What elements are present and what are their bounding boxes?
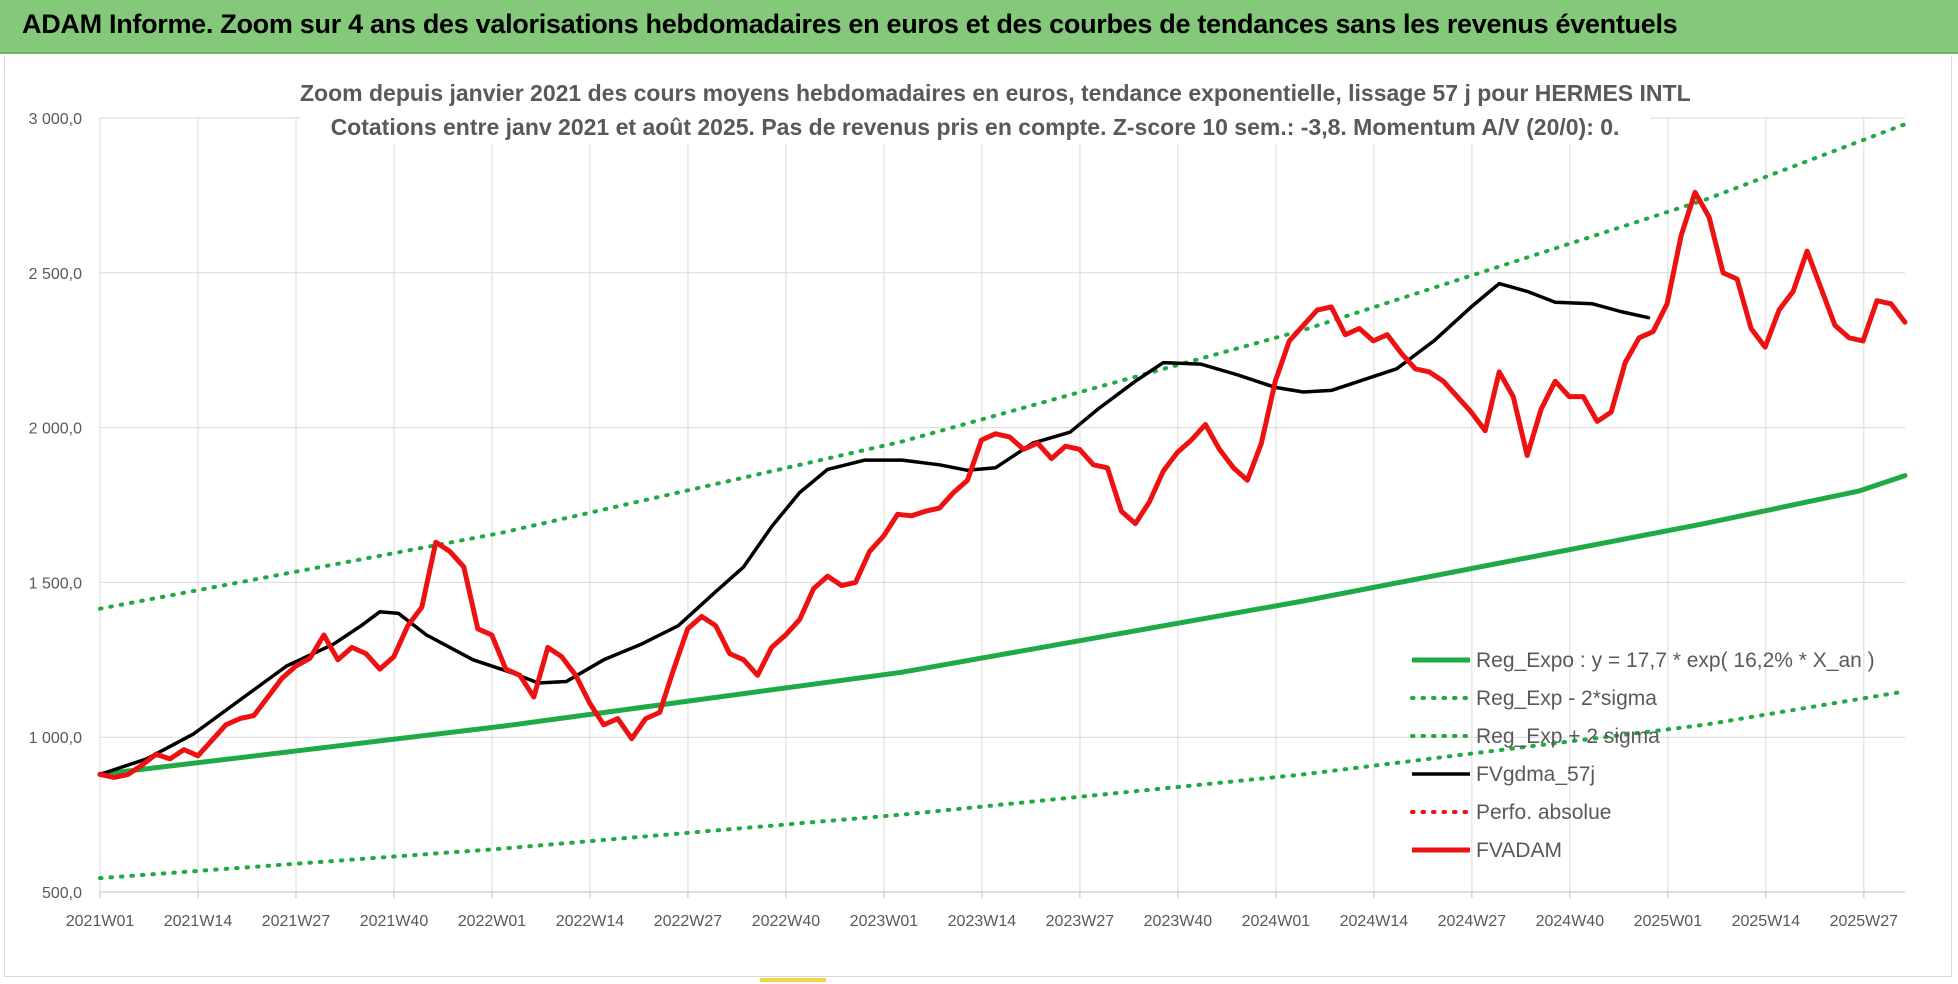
- series-reg-expo-y-17-7-exp-16-2-x-an: [97, 473, 1908, 777]
- legend: Reg_Expo : y = 17,7 * exp( 16,2% * X_an …: [1410, 649, 1875, 862]
- x-tick-label: 2021W01: [66, 913, 135, 930]
- legend-label: Reg_Exp + 2 sigma: [1476, 725, 1660, 748]
- legend-label: Reg_Exp - 2*sigma: [1476, 687, 1657, 710]
- chart-frame: [4, 56, 1952, 977]
- x-tick-label: 2024W40: [1536, 913, 1605, 930]
- y-tick-label: 1 000,0: [29, 730, 82, 747]
- x-tick-label: 2022W14: [556, 913, 625, 930]
- y-tick-label: 3 000,0: [29, 111, 82, 128]
- report-banner: ADAM Informe. Zoom sur 4 ans des valoris…: [0, 0, 1958, 54]
- legend-label: FVADAM: [1476, 839, 1562, 862]
- x-tick-label: 2023W14: [948, 913, 1017, 930]
- series-fvgdma-57j: [98, 281, 1651, 777]
- x-tick-label: 2024W01: [1242, 913, 1311, 930]
- grid: [99, 117, 1905, 893]
- series-reg-exp-2-sigma: [98, 689, 1907, 881]
- x-tick-label: 2025W14: [1732, 913, 1801, 930]
- legend-label: FVgdma_57j: [1476, 763, 1595, 786]
- x-tick-label: 2023W01: [850, 913, 919, 930]
- x-tick-label: 2023W40: [1144, 913, 1213, 930]
- legend-label: Perfo. absolue: [1476, 801, 1611, 824]
- y-tick-label: 2 000,0: [29, 421, 82, 438]
- x-tick-label: 2021W40: [360, 913, 429, 930]
- series-reg-exp-2-sigma: [98, 122, 1907, 611]
- series-fvadam: [97, 189, 1908, 780]
- x-tick-label: 2022W01: [458, 913, 527, 930]
- x-tick-label: 2022W27: [654, 913, 723, 930]
- x-tick-label: 2024W27: [1438, 913, 1507, 930]
- x-tick-label: 2021W14: [164, 913, 233, 930]
- bottom-accent: [760, 978, 826, 982]
- chart-title-line-1: Zoom depuis janvier 2021 des cours moyen…: [300, 80, 1691, 106]
- y-axis: 500,0 1 000,0 1 500,0 2 000,0 2 500,0 3 000,0: [29, 111, 82, 902]
- series-lines: [97, 122, 1908, 881]
- report-title: ADAM Informe. Zoom sur 4 ans des valoris…: [22, 9, 1678, 39]
- legend-label: Reg_Expo : y = 17,7 * exp( 16,2% * X_an …: [1476, 649, 1875, 672]
- y-tick-label: 1 500,0: [29, 575, 82, 592]
- y-tick-label: 500,0: [42, 885, 82, 902]
- x-axis: 2021W01 2021W14 2021W27 2021W40 2022W01 2022W…: [66, 892, 1898, 930]
- x-tick-label: 2025W01: [1634, 913, 1703, 930]
- x-tick-label: 2022W40: [752, 913, 821, 930]
- x-tick-label: 2023W27: [1046, 913, 1115, 930]
- chart-title: Zoom depuis janvier 2021 des cours moyen…: [300, 76, 1691, 144]
- chart-title-line-2: Cotations entre janv 2021 et août 2025. …: [330, 114, 1620, 140]
- x-tick-label: 2024W14: [1340, 913, 1409, 930]
- x-tick-label: 2025W27: [1830, 913, 1899, 930]
- y-tick-label: 2 500,0: [29, 266, 82, 283]
- x-tick-label: 2021W27: [262, 913, 331, 930]
